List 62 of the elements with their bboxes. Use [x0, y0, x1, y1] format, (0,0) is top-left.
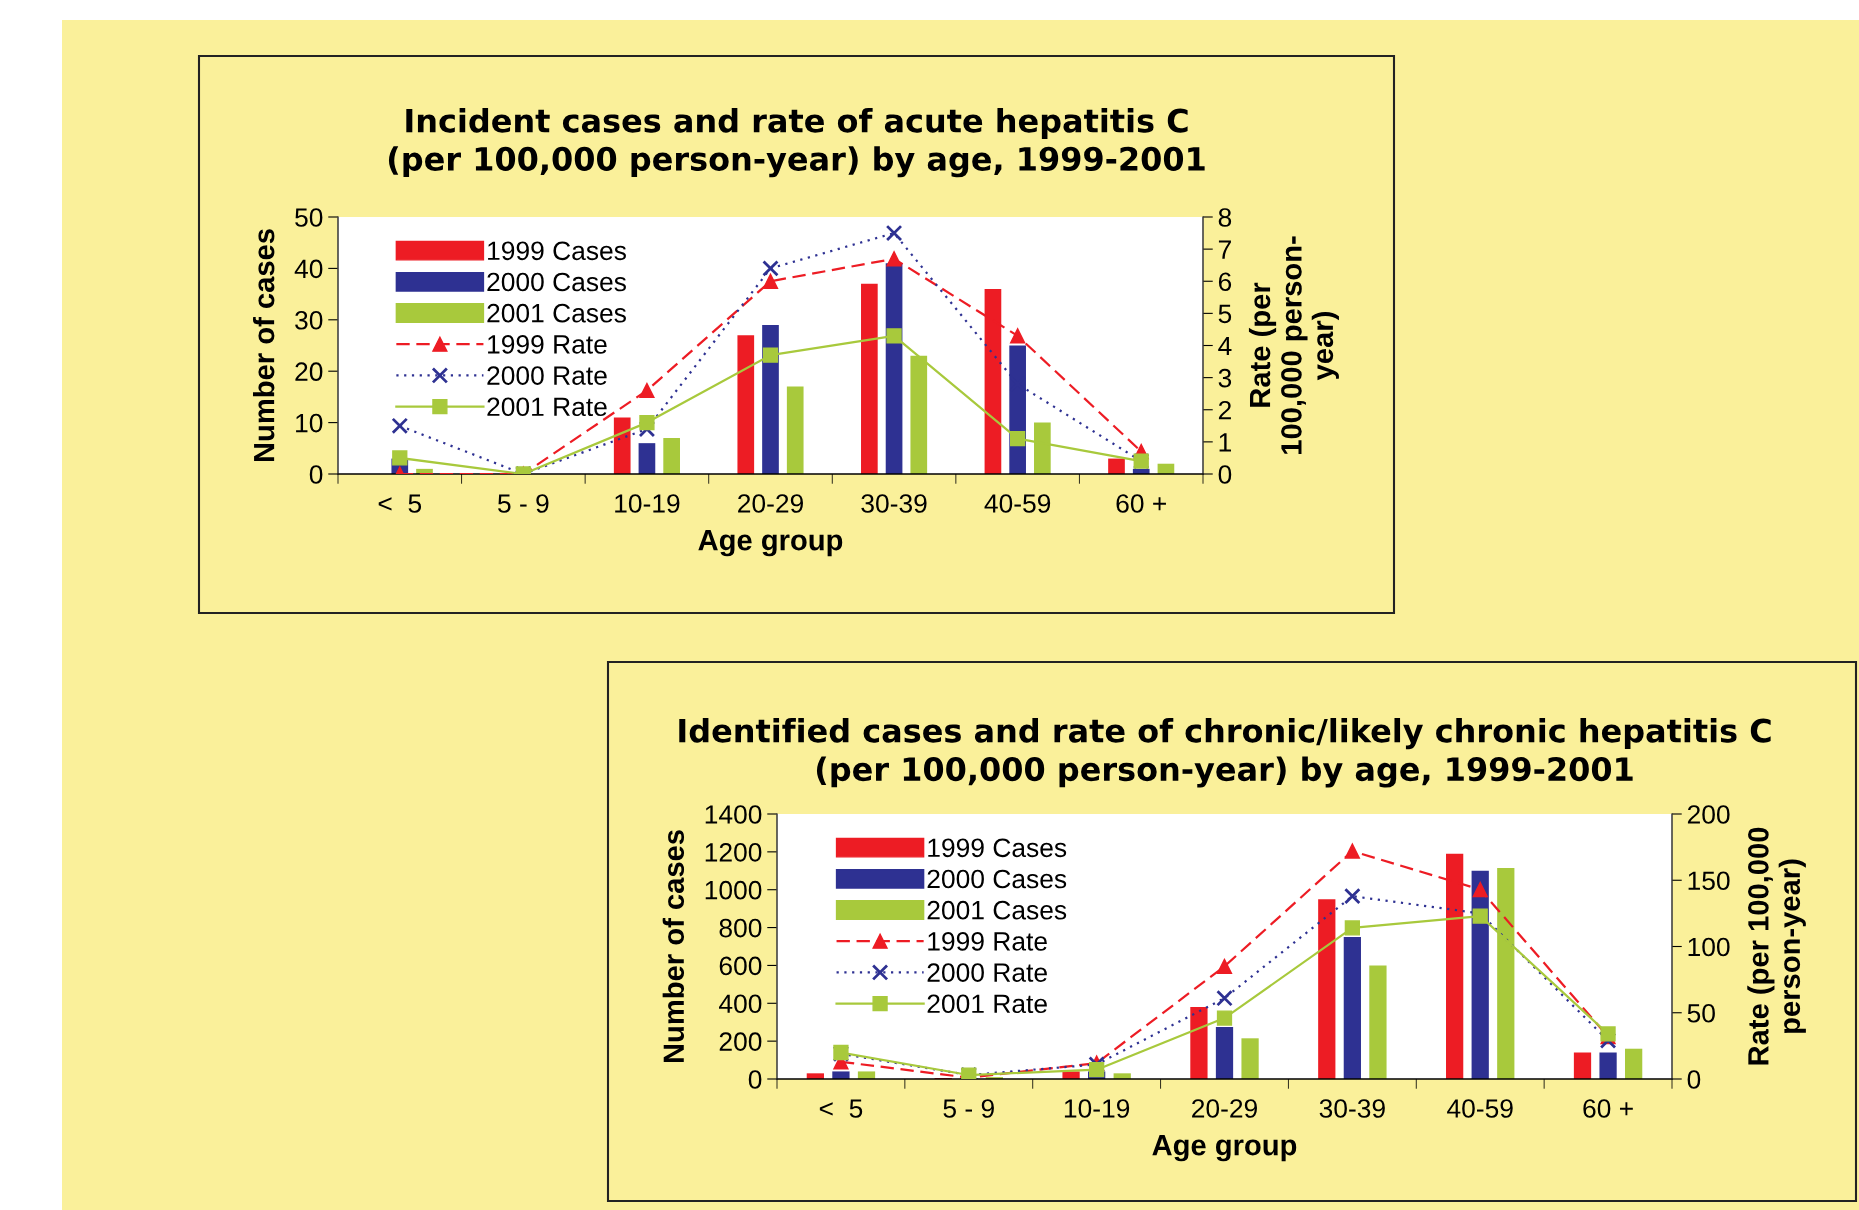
x-tick-label: 10-19 [1064, 1099, 1130, 1118]
legend-label: 2000 Rate [927, 963, 1047, 982]
x-axis-title: Age group [1152, 1135, 1297, 1162]
legend-label: 2001 Cases [927, 900, 1067, 920]
y2-tick-label: 3 [1218, 368, 1232, 388]
x-tick-label: 20-29 [738, 494, 803, 513]
y2-tick-label: 0 [1687, 1070, 1701, 1089]
chart-title: Incident cases and rate of acute hepatitis C (per 100,000 person-year) by age, 1999-2001 [388, 108, 1205, 178]
x-tick-label: 10-19 [615, 494, 680, 513]
y-tick-label: 800 [719, 918, 762, 938]
y-tick-label: 1200 [705, 842, 762, 862]
x-tick-label: 40-59 [1447, 1099, 1513, 1118]
y2-axis-title: Rate (per 100,000 person- year) [1248, 236, 1339, 454]
x-tick-label: 40-59 [984, 494, 1051, 513]
legend-label: 2000 Rate [487, 366, 607, 385]
x-tick-label: 60 + [1583, 1099, 1633, 1118]
x-tick-label: < 5 [819, 1099, 863, 1118]
legend-label: 1999 Cases [928, 838, 1067, 858]
y-tick-label: 400 [719, 994, 762, 1014]
y-tick-label: 40 [294, 259, 323, 279]
legend-label: 2000 Cases [927, 869, 1067, 889]
chart-title: Identified cases and rate of chronic/likely chronic hepatitis C (per 100,000 person-year) by age, 1999-2001 [679, 718, 1771, 788]
y2-tick-label: 50 [1687, 1003, 1715, 1023]
y2-tick-label: 5 [1218, 304, 1232, 324]
legend-label: 2001 Cases [487, 303, 626, 323]
y2-tick-label: 0 [1218, 465, 1232, 484]
y-tick-label: 200 [719, 1032, 762, 1051]
legend-label: 2000 Cases [487, 272, 626, 292]
x-tick-label: 30-39 [1319, 1099, 1385, 1118]
legend-label: 2001 Rate [927, 994, 1047, 1014]
y2-tick-label: 1 [1219, 433, 1231, 452]
legend-label: 2001 Rate [487, 397, 607, 417]
y2-tick-label: 6 [1218, 272, 1232, 292]
x-tick-label: 20-29 [1192, 1099, 1257, 1118]
legend-label: 1999 Rate [488, 335, 607, 354]
y2-tick-label: 8 [1218, 208, 1232, 227]
x-tick-label: 5 - 9 [498, 494, 549, 513]
legend-label: 1999 Rate [928, 932, 1047, 951]
x-tick-label: 30-39 [861, 494, 927, 513]
y-tick-label: 0 [309, 465, 323, 484]
x-tick-label: 5 - 9 [943, 1099, 994, 1118]
y-axis-title: Number of cases [662, 830, 685, 1063]
y-tick-label: 1000 [705, 880, 762, 900]
legend-label: 1999 Cases [488, 241, 626, 261]
y-tick-label: 20 [295, 362, 323, 382]
x-axis-title: Age group [698, 530, 843, 557]
x-tick-label: < 5 [378, 494, 422, 513]
y2-tick-label: 2 [1218, 400, 1231, 420]
y-axis-title: Number of cases [252, 229, 275, 462]
y-tick-label: 50 [295, 208, 323, 227]
y-tick-label: 0 [748, 1070, 762, 1089]
y2-tick-label: 4 [1218, 336, 1232, 356]
y2-tick-label: 150 [1688, 871, 1730, 891]
y-tick-label: 1400 [705, 805, 762, 824]
y2-axis-title: Rate (per 100,000 person-year) [1747, 827, 1806, 1065]
y2-tick-label: 7 [1218, 240, 1231, 259]
x-tick-label: 60 + [1116, 494, 1166, 513]
y-tick-label: 600 [719, 956, 762, 976]
y-tick-label: 30 [295, 310, 323, 330]
y2-tick-label: 100 [1688, 937, 1730, 957]
y2-tick-label: 200 [1687, 805, 1730, 824]
y-tick-label: 10 [296, 413, 323, 433]
